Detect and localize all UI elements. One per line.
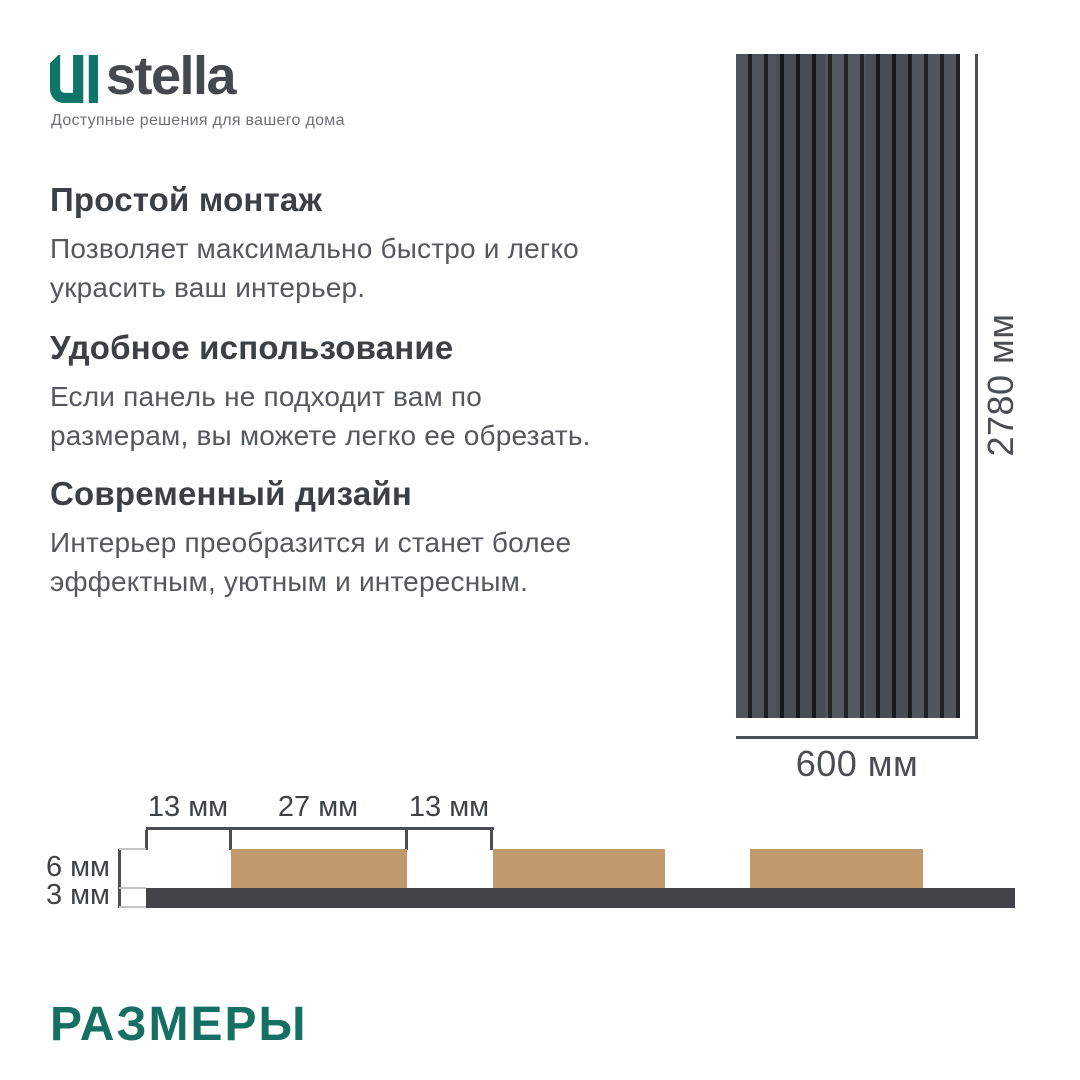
cross-section-base bbox=[146, 888, 1015, 908]
feature-easy-use: Удобное использование Если панель не под… bbox=[50, 327, 615, 455]
gap-width-label: 13 мм bbox=[147, 791, 229, 823]
gap-width-label: 13 мм bbox=[408, 791, 490, 823]
slat-height-label: 6 мм bbox=[45, 851, 110, 883]
thickness-bracket bbox=[118, 849, 121, 908]
bracket-connector bbox=[119, 906, 146, 908]
bracket-connector bbox=[119, 848, 146, 850]
dimension-tick bbox=[229, 830, 232, 850]
bracket-connector bbox=[119, 887, 146, 889]
dimension-tick bbox=[145, 830, 148, 850]
feature-title: Простой монтаж bbox=[50, 181, 323, 218]
slat-panel-preview bbox=[736, 54, 960, 718]
section-title-dimensions: РАЗМЕРЫ bbox=[50, 998, 308, 1051]
panel-height-label: 2780 мм bbox=[980, 313, 1021, 457]
cross-section-slat bbox=[493, 849, 665, 888]
feature-title: Удобное использование bbox=[50, 329, 454, 366]
height-dimension-line bbox=[975, 54, 978, 739]
feature-easy-install: Простой монтаж Позволяет максимально быс… bbox=[50, 179, 615, 307]
brand-wordmark: stella bbox=[106, 46, 237, 106]
slat-width-label: 27 мм bbox=[277, 791, 359, 823]
cross-section-slat bbox=[750, 849, 923, 888]
feature-body: Если панель не подходит вам по размерам,… bbox=[50, 381, 591, 451]
feature-title: Современный дизайн bbox=[50, 475, 412, 512]
feature-modern-design: Современный дизайн Интерьер преобразится… bbox=[50, 473, 615, 601]
cross-section-dimension-line bbox=[146, 827, 494, 830]
base-height-label: 3 мм bbox=[45, 879, 110, 911]
cross-section-slat bbox=[231, 849, 407, 888]
feature-body: Позволяет максимально быстро и легко укр… bbox=[50, 233, 579, 303]
dimension-tick bbox=[490, 830, 493, 850]
stella-logo-icon bbox=[50, 55, 98, 103]
feature-body: Интерьер преобразится и станет более эфф… bbox=[50, 527, 572, 597]
width-dimension-line bbox=[736, 736, 978, 739]
panel-width-label: 600 мм bbox=[795, 743, 919, 784]
dimension-tick bbox=[405, 830, 408, 850]
brand-tagline: Доступные решения для вашего дома bbox=[51, 112, 345, 129]
